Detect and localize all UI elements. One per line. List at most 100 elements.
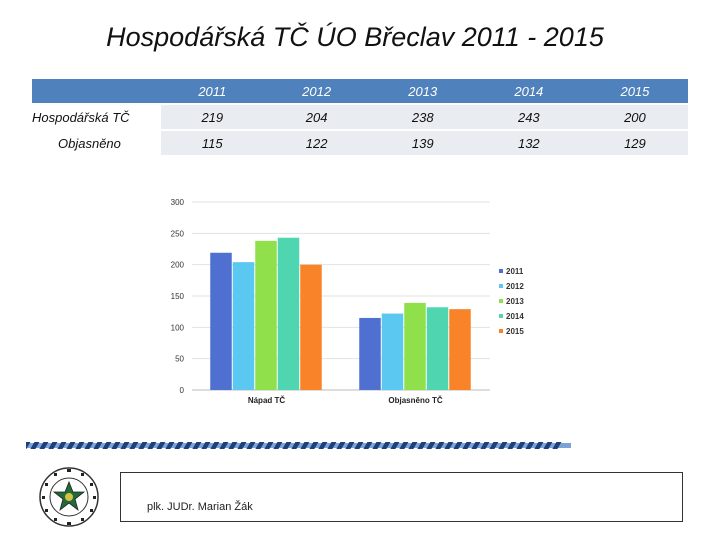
stripe-segment <box>102 442 112 449</box>
stripe-segment <box>552 442 562 449</box>
stripe-segment <box>354 442 364 449</box>
stripe-segment <box>93 442 103 449</box>
stripe-segment <box>165 442 175 449</box>
stripe-segment <box>255 442 265 449</box>
bar-2012 <box>232 262 255 390</box>
table-cell: 243 <box>475 104 582 131</box>
stripe-segment <box>372 442 382 449</box>
stripe-segment <box>147 442 157 449</box>
table-header-cell: 2015 <box>581 79 688 105</box>
legend-label: 2015 <box>506 327 524 336</box>
stripe-segment <box>543 442 553 449</box>
table-cell: 200 <box>581 104 688 131</box>
table-cell: 129 <box>581 130 688 157</box>
table-header-cell <box>32 79 161 105</box>
bar-2013 <box>404 302 426 390</box>
x-tick-label: Objasněno TČ <box>388 396 442 405</box>
y-tick-label: 150 <box>171 292 185 301</box>
stripe-segment <box>408 442 418 449</box>
table-cell: 115 <box>161 130 264 157</box>
bar-2013 <box>255 240 277 390</box>
bar-2014 <box>277 237 300 390</box>
stripe-segment <box>201 442 211 449</box>
stripe-segment <box>174 442 184 449</box>
table-cell: 238 <box>369 104 476 131</box>
stripe-segment <box>57 442 67 449</box>
stripe-segment <box>192 442 202 449</box>
stripe-segment <box>111 442 121 449</box>
stripe-segment <box>129 442 139 449</box>
y-tick-label: 200 <box>171 261 185 270</box>
stripe-segment <box>120 442 130 449</box>
stripe-segment <box>26 442 31 449</box>
stripe-segment <box>228 442 238 449</box>
stripe-segment <box>462 442 472 449</box>
stripe-segment <box>327 442 337 449</box>
legend-label: 2011 <box>506 267 524 276</box>
y-tick-label: 250 <box>171 229 185 238</box>
data-table: 2011 2012 2013 2014 2015 Hospodářská TČ … <box>32 79 688 157</box>
bar-chart: 0 50 100 150 200 250 300 Nápad TČ Objasněno TČ 20… <box>171 198 525 405</box>
y-tick-label: 300 <box>171 198 185 207</box>
table-header-row: 2011 2012 2013 2014 2015 <box>32 79 688 105</box>
x-tick-label: Nápad TČ <box>248 396 286 405</box>
stripe-segment <box>273 442 283 449</box>
y-tick-label: 0 <box>180 386 185 395</box>
stripe-segment <box>264 442 274 449</box>
stripe-segment <box>183 442 193 449</box>
bar-2015 <box>449 309 471 390</box>
stripe-segment <box>318 442 328 449</box>
stripe-segment <box>480 442 490 449</box>
stripe-segment <box>525 442 535 449</box>
stripe-segment <box>444 442 454 449</box>
legend-label: 2014 <box>506 312 524 321</box>
stripe-segment <box>138 442 148 449</box>
legend-swatch <box>499 314 503 318</box>
stripe-segment <box>363 442 373 449</box>
table-cell: 122 <box>263 130 370 157</box>
stripe-segment <box>507 442 517 449</box>
stripe-segment <box>390 442 400 449</box>
table-cell: 132 <box>475 130 582 157</box>
table-row: Hospodářská TČ 219 204 238 243 200 <box>32 104 688 131</box>
stripe-segment <box>336 442 346 449</box>
stripe-segment <box>219 442 229 449</box>
legend-swatch <box>499 284 503 288</box>
legend-label: 2013 <box>506 297 524 306</box>
stripe-segment <box>75 442 85 449</box>
legend-label: 2012 <box>506 282 524 291</box>
stripe-segment <box>399 442 409 449</box>
table-cell: 139 <box>369 130 476 157</box>
stripe-segment <box>237 442 247 449</box>
y-tick-label: 50 <box>175 355 184 364</box>
table-header-cell: 2013 <box>369 79 476 105</box>
stripe-segment <box>300 442 310 449</box>
stripe-segment <box>426 442 436 449</box>
bar-2011 <box>210 252 232 390</box>
stripe-segment <box>39 442 49 449</box>
stripe-segment <box>291 442 301 449</box>
stripe-segment <box>453 442 463 449</box>
y-tick-label: 100 <box>171 323 185 332</box>
stripe-segment <box>156 442 166 449</box>
stripe-segment <box>435 442 445 449</box>
stripe-segment <box>381 442 391 449</box>
table-cell: 219 <box>161 104 264 131</box>
stripe-band <box>26 443 571 448</box>
legend-swatch <box>499 269 503 273</box>
legend-swatch <box>499 299 503 303</box>
stripe-segment <box>309 442 319 449</box>
stripe-segment <box>498 442 508 449</box>
stripe-segment <box>489 442 499 449</box>
bar-2012 <box>381 313 404 390</box>
bar-2015 <box>300 264 322 390</box>
author-name: plk. JUDr. Marian Žák <box>147 501 253 513</box>
table-row: Objasněno 115 122 139 132 129 <box>32 130 688 157</box>
stripe-segment <box>210 442 220 449</box>
row-label: Objasněno <box>32 130 161 157</box>
stripe-segment <box>84 442 94 449</box>
legend-swatch <box>499 329 503 333</box>
stripe-segment <box>66 442 76 449</box>
page-title: Hospodářská TČ ÚO Břeclav 2011 - 2015 <box>106 22 604 52</box>
stripe-segment <box>30 442 40 449</box>
